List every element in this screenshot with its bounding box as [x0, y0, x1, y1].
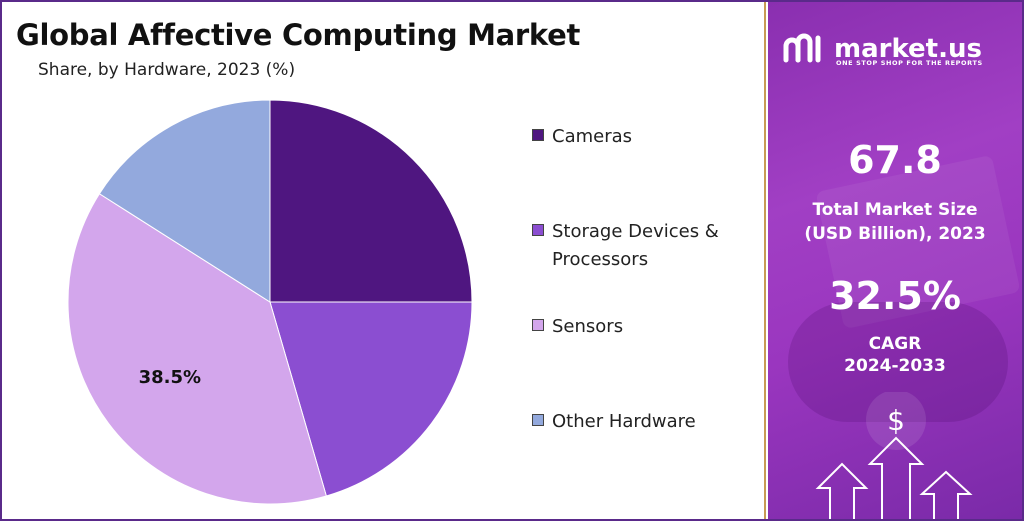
legend-item: Sensors: [532, 313, 762, 341]
pie-slice-other-hardware: [98, 99, 271, 303]
legend-swatch: [532, 319, 544, 331]
cagr-period: 2024-2033: [844, 356, 946, 376]
market-size-value: 67.8: [848, 138, 942, 182]
legend-label: Storage Devices & Processors: [552, 221, 719, 270]
legend-item: Other Hardware: [532, 408, 762, 436]
legend-swatch: [532, 414, 544, 426]
chart-subtitle: Share, by Hardware, 2023 (%): [38, 60, 296, 80]
chart-panel: Global Affective Computing Market Share,…: [2, 2, 766, 519]
cagr-value: 32.5%: [829, 274, 961, 318]
legend-item: Cameras: [532, 123, 762, 151]
market-size-label-line1: Total Market Size: [812, 200, 978, 220]
legend-swatch: [532, 129, 544, 141]
market-size-label-line2: (USD Billion), 2023: [804, 224, 986, 244]
brand-name: market.us: [834, 34, 982, 64]
data-label-sensors: 38.5%: [139, 367, 201, 388]
background-decoration: [788, 302, 1008, 422]
chart-title: Global Affective Computing Market: [16, 18, 581, 52]
pie-slice-cameras: [269, 99, 473, 303]
growth-illustration: $: [815, 392, 973, 519]
legend-label: Other Hardware: [552, 411, 696, 432]
dollar-icon: $: [866, 392, 926, 450]
legend-label: Sensors: [552, 316, 624, 337]
brand-logo: market.us: [782, 32, 982, 66]
pie-chart: 38.5%: [67, 99, 473, 505]
pie-slice-sensors: [67, 193, 327, 505]
stats-panel: market.us ONE STOP SHOP FOR THE REPORTS …: [768, 2, 1022, 519]
up-arrow-icon: [815, 436, 973, 519]
cagr-label: CAGR: [868, 334, 922, 354]
pie-slice-storage-devices-processors: [269, 301, 473, 497]
legend-label: Cameras: [552, 126, 633, 147]
legend-swatch: [532, 224, 544, 236]
market-us-logo-icon: [783, 33, 821, 63]
brand-tagline: ONE STOP SHOP FOR THE REPORTS: [836, 59, 983, 67]
svg-text:$: $: [887, 404, 905, 437]
legend-item: Storage Devices & Processors: [532, 218, 762, 274]
